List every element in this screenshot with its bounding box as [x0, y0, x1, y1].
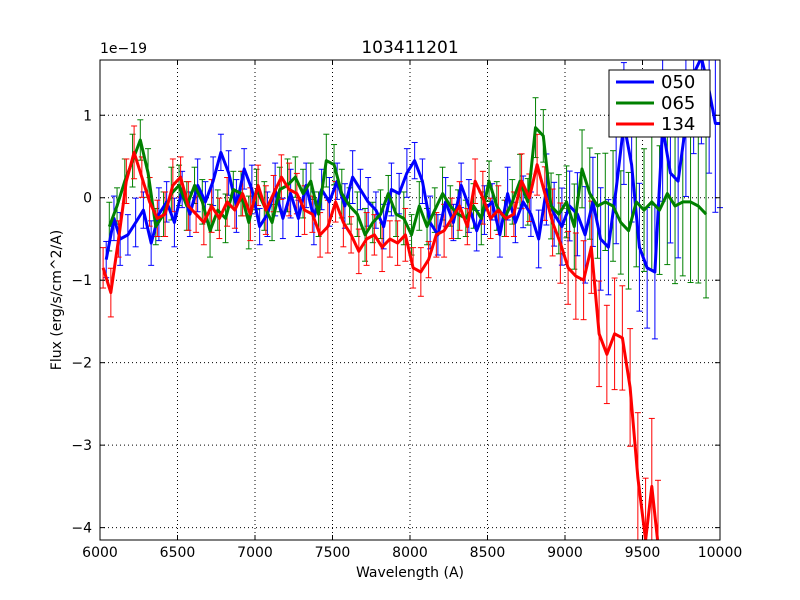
y-tick-label: −3 [71, 438, 92, 454]
y-tick-label: 0 [83, 191, 92, 207]
chart-title: 103411201 [361, 38, 458, 58]
y-tick-label: −4 [71, 521, 92, 537]
axis-ticks: 6000 6500 7000 7500 8000 8500 9000 9500 10000 −4 −… [71, 60, 742, 561]
y-tick-label: −1 [71, 273, 92, 289]
legend-label-050: 050 [661, 72, 695, 93]
legend: 050 065 134 [608, 69, 711, 138]
series-line-050 [104, 60, 720, 274]
x-tick-label: 9000 [547, 545, 583, 561]
x-tick-label: 7500 [315, 545, 351, 561]
x-axis-label: Wavelength (A) [356, 565, 464, 581]
series-line-134 [101, 150, 660, 540]
x-tick-label: 9500 [625, 545, 661, 561]
x-tick-label: 10000 [698, 545, 743, 561]
y-tick-label: −2 [71, 356, 92, 372]
y-axis-label: Flux (erg/s/cm^2/A) [49, 230, 65, 370]
series-lines [101, 60, 720, 540]
x-tick-label: 8500 [470, 545, 506, 561]
x-tick-label: 8000 [392, 545, 428, 561]
x-tick-label: 6000 [82, 545, 118, 561]
y-tick-label: 1 [83, 108, 92, 124]
legend-label-134: 134 [661, 114, 695, 135]
x-tick-label: 6500 [160, 545, 196, 561]
y-offset-text: 1e−19 [100, 41, 147, 57]
series-line-065 [107, 126, 708, 237]
x-tick-label: 7000 [237, 545, 273, 561]
legend-label-065: 065 [661, 93, 695, 114]
